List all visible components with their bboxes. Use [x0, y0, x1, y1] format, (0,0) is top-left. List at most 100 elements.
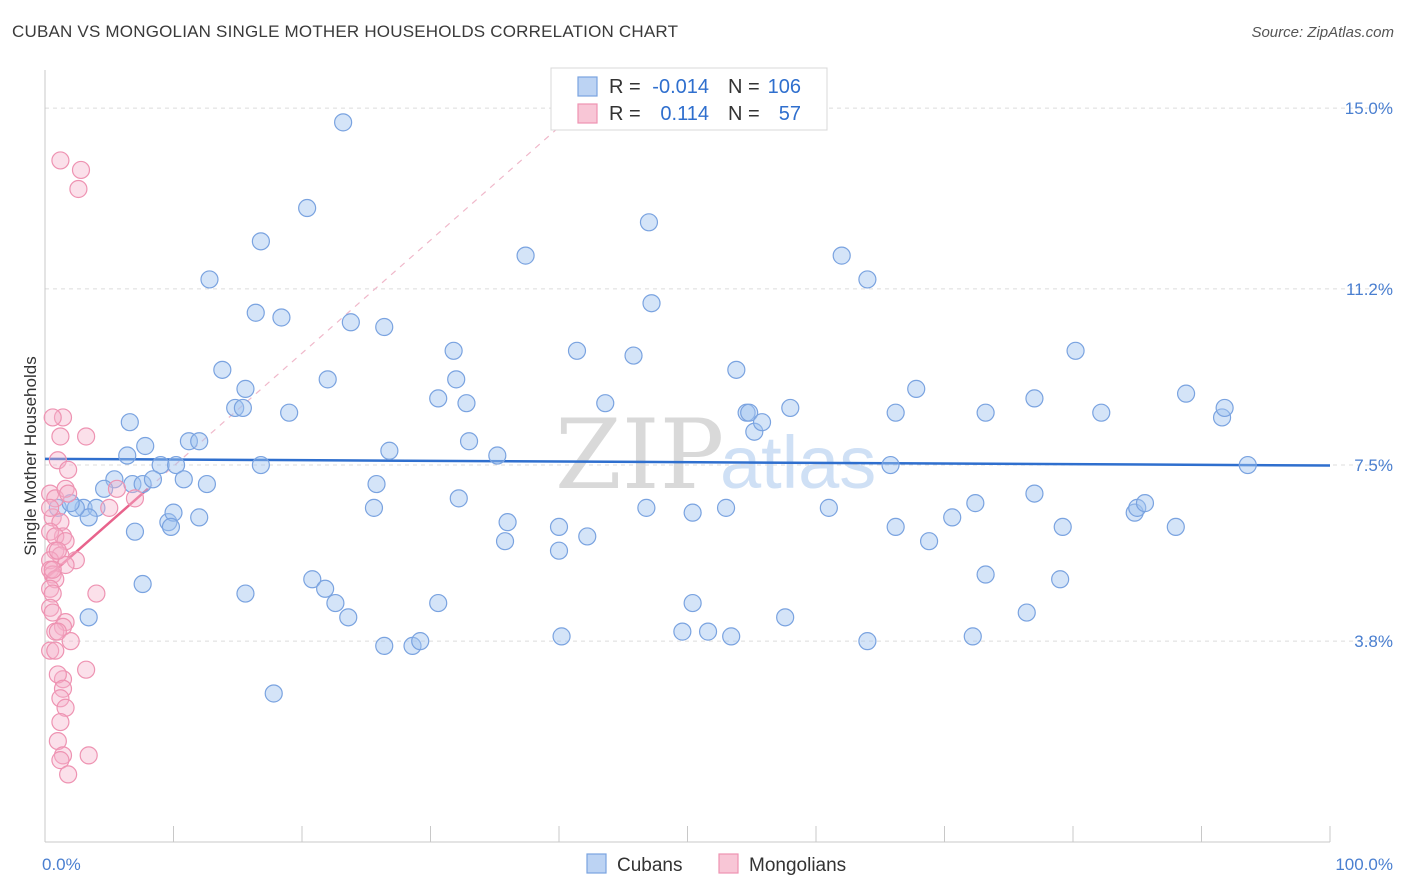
mongolians-point: [59, 484, 78, 503]
stats-legend: R = -0.014 N = 106 R = 0.114 N = 57: [550, 67, 828, 131]
mongolians-point: [43, 560, 62, 579]
mongolians-point: [79, 746, 98, 765]
mongolians-point: [43, 603, 62, 622]
series-legend-swatch-mongolians: [718, 853, 739, 874]
axes: [44, 70, 1331, 843]
cubans-point: [233, 398, 252, 418]
mongolians-point: [77, 660, 96, 679]
cubans-point: [367, 474, 386, 494]
cubans-point: [447, 370, 466, 389]
mongolians-point: [51, 151, 70, 170]
cubans-point: [375, 317, 394, 337]
mongolians-point: [51, 689, 70, 708]
cubans-point: [213, 360, 232, 379]
mongolians-point: [46, 641, 65, 660]
mongolians-point: [43, 408, 62, 427]
cubans-point: [1176, 384, 1196, 403]
mongolians-point: [56, 479, 75, 498]
cubans-point: [976, 403, 995, 422]
cubans-point: [642, 294, 661, 313]
cubans-point: [411, 632, 430, 651]
cubans-point: [79, 508, 98, 527]
source-label: Source: ZipAtlas.com: [1251, 24, 1394, 41]
cubans-point: [246, 303, 265, 322]
cubans-point: [316, 579, 335, 598]
cubans-point: [716, 498, 736, 517]
legend-n-value-2: 57: [779, 103, 801, 125]
cubans-point: [722, 627, 741, 646]
series-legend-label-mongolians: Mongolians: [749, 855, 846, 876]
x-tick-label-max: 100.0%: [1335, 855, 1393, 874]
cubans-point: [318, 370, 337, 389]
cubans-point: [552, 627, 571, 646]
cubans-point: [881, 455, 900, 475]
cubans-point: [143, 470, 163, 489]
cubans-point: [179, 432, 199, 451]
cubans-point: [118, 446, 137, 465]
cubans-point: [639, 213, 659, 232]
y-tick-label: 7.5%: [1354, 456, 1393, 475]
cubans-point: [341, 313, 360, 332]
cubans-point: [549, 541, 569, 560]
mongolians-point: [77, 427, 96, 446]
cubans-point: [136, 436, 155, 456]
mongolians-point: [56, 698, 75, 717]
cubans-point: [120, 413, 139, 432]
cubans-trend-line: [44, 457, 1331, 467]
mongolians-point: [61, 632, 80, 651]
mongolians-point: [41, 579, 60, 598]
cubans-point: [1051, 570, 1070, 589]
cubans-point: [819, 498, 838, 517]
cubans-point: [1025, 484, 1044, 503]
cubans-point: [298, 198, 317, 218]
cubans-point: [495, 532, 515, 551]
cubans-point: [919, 532, 939, 551]
y-tick-label: 3.8%: [1354, 632, 1393, 651]
cubans-point: [727, 360, 746, 379]
cubans-point: [567, 341, 587, 360]
cubans-point: [339, 608, 358, 627]
tick-labels: 3.8% 7.5% 11.2% 15.0% 0.0% 100.0%: [42, 99, 1393, 874]
cubans-point: [459, 432, 479, 451]
mongolians-point: [51, 427, 70, 446]
cubans-point: [858, 632, 877, 651]
mongolians-point: [43, 584, 62, 603]
cubans-point: [637, 498, 656, 517]
cubans-point: [164, 503, 183, 522]
cubans-point: [444, 341, 463, 360]
legend-swatch-mongolians: [577, 103, 598, 124]
cubans-point: [516, 246, 535, 265]
mongolians-point: [48, 622, 67, 641]
mongolians-point: [71, 160, 91, 180]
cubans-point: [272, 308, 291, 327]
cubans-point: [752, 413, 772, 432]
cubans-point: [449, 489, 468, 508]
cubans-point: [832, 246, 851, 265]
legend-swatch-cubans: [577, 76, 598, 97]
cubans-point: [251, 455, 270, 475]
cubans-point: [596, 394, 615, 413]
mongolians-point: [107, 479, 127, 498]
legend-r-value-1: -0.014: [652, 76, 709, 98]
mongolians-point: [48, 731, 67, 751]
cubans-point: [1238, 455, 1257, 475]
cubans-point: [549, 517, 569, 537]
cubans-point: [498, 513, 517, 532]
cubans-point: [886, 517, 905, 537]
cubans-point: [161, 517, 181, 537]
cubans-point: [380, 441, 399, 460]
series-legend: Cubans Mongolians: [586, 853, 846, 876]
cubans-point: [197, 474, 217, 494]
legend-r-label-2: R =: [609, 103, 641, 125]
mongolians-point: [41, 641, 60, 660]
mongolians-point: [43, 565, 62, 584]
cubans-point: [303, 570, 322, 589]
cubans-point: [159, 513, 178, 532]
cubans-point: [698, 622, 718, 641]
cubans-point: [429, 389, 448, 408]
cubans-point: [133, 574, 152, 594]
cubans-point: [886, 403, 905, 422]
mongolians-point: [59, 765, 78, 784]
cubans-point: [1166, 517, 1185, 537]
cubans-point: [1066, 341, 1085, 360]
